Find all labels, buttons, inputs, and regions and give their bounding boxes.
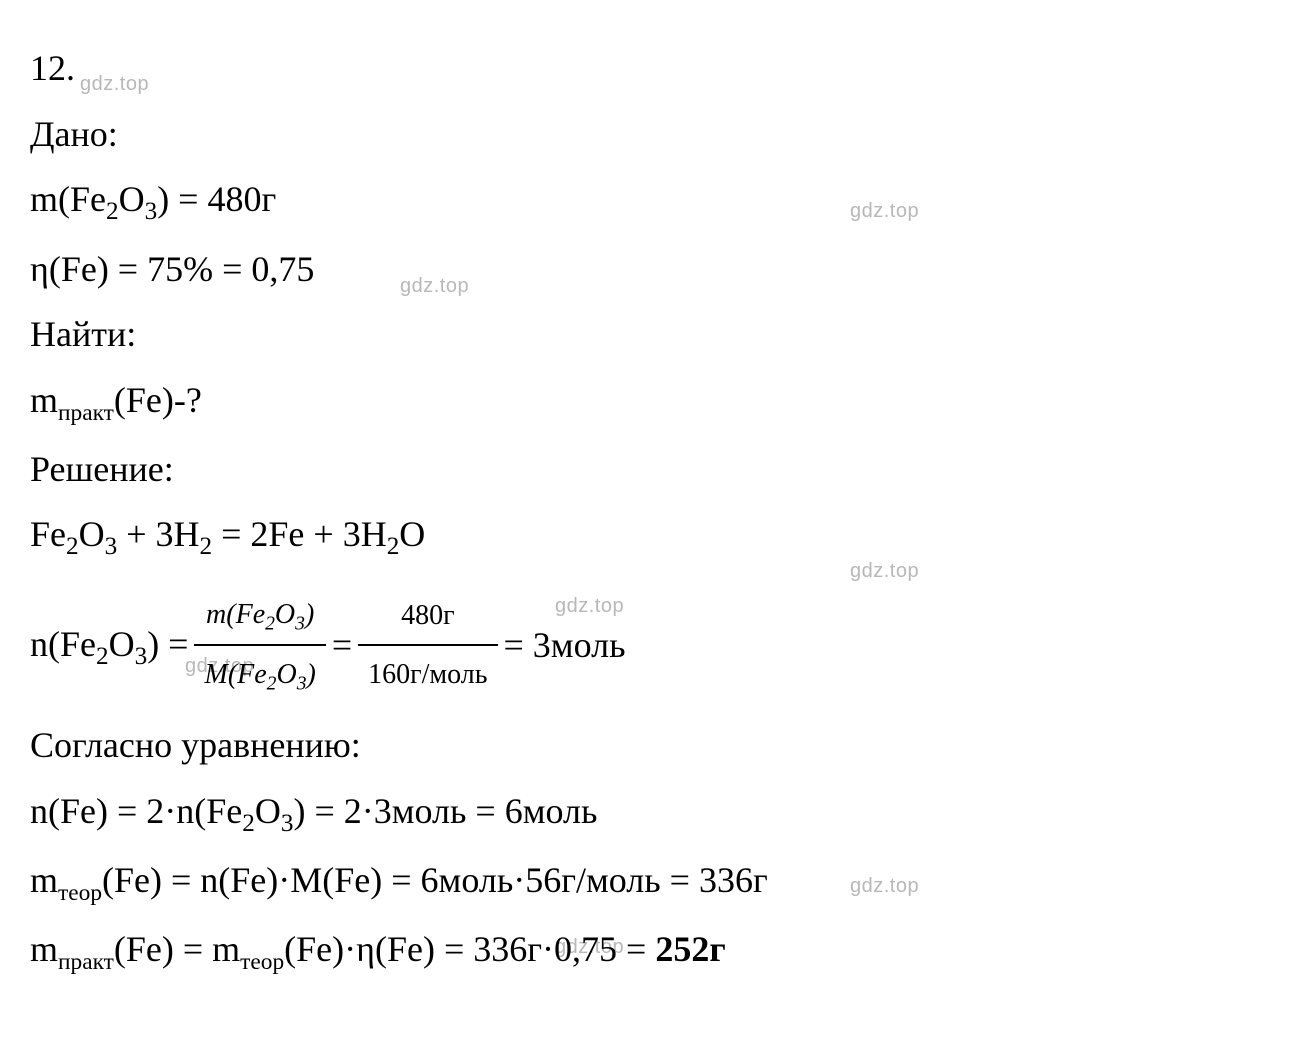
find-value-text: mпракт(Fe)-? bbox=[30, 380, 202, 420]
solution-label: Решение: bbox=[30, 441, 1276, 499]
given-label: Дано: bbox=[30, 106, 1276, 164]
watermark-text: gdz.top bbox=[80, 73, 149, 95]
watermark-text: gdz.top bbox=[400, 275, 469, 297]
moles-calculation-line: n(Fe2O3) = m(Fe2O3) M(Fe2O3) = 480г 160г… bbox=[30, 588, 1276, 704]
equation-line: Fe2O3 + 3H2 = 2Fe + 3H2O bbox=[30, 506, 1276, 568]
fraction-formula: m(Fe2O3) M(Fe2O3) bbox=[194, 588, 325, 704]
problem-number: 12. bbox=[30, 40, 1276, 98]
mass-fe2o3-line: m(Fe2O3) = 480г bbox=[30, 171, 1276, 233]
according-label-text: Согласно уравнению: bbox=[30, 725, 361, 765]
given-label-text: Дано: bbox=[30, 114, 118, 154]
fraction-num-numeric: 480г bbox=[358, 589, 497, 646]
according-label: Согласно уравнению: bbox=[30, 717, 1276, 775]
yield-fe-line: η(Fe) = 75% = 0,75 bbox=[30, 241, 1276, 299]
fraction-num-formula: m(Fe2O3) bbox=[194, 588, 325, 647]
mass-theor-line: mтеор(Fe) = n(Fe)·M(Fe) = 6моль·56г/моль… bbox=[30, 852, 1276, 913]
fraction-numeric: 480г 160г/моль bbox=[358, 589, 497, 701]
yield-fe-text: η(Fe) = 75% = 0,75 bbox=[30, 249, 314, 289]
watermark-text: gdz.top bbox=[850, 560, 919, 582]
mass-pract-prefix-text: mпракт(Fe) = mтеор(Fe)·η(Fe) = 336г·0,75… bbox=[30, 929, 655, 969]
watermark-1: gdz.top bbox=[80, 68, 149, 100]
fraction-den-formula: M(Fe2O3) bbox=[194, 646, 325, 703]
equals-1: = bbox=[332, 611, 352, 679]
moles-fe-text: n(Fe) = 2·n(Fe2O3) = 2·3моль = 6моль bbox=[30, 791, 597, 831]
solution-label-text: Решение: bbox=[30, 449, 174, 489]
find-label: Найти: bbox=[30, 306, 1276, 364]
mass-theor-text: mтеор(Fe) = n(Fe)·M(Fe) = 6моль·56г/моль… bbox=[30, 860, 768, 900]
problem-number-text: 12. bbox=[30, 48, 75, 88]
moles-prefix-text: n(Fe2O3) = bbox=[30, 610, 188, 681]
find-label-text: Найти: bbox=[30, 314, 136, 354]
mass-fe2o3-text: m(Fe2O3) = 480г bbox=[30, 179, 276, 219]
mass-pract-line: mпракт(Fe) = mтеор(Fe)·η(Fe) = 336г·0,75… bbox=[30, 921, 1276, 982]
moles-fe-line: n(Fe) = 2·n(Fe2O3) = 2·3моль = 6моль bbox=[30, 783, 1276, 845]
mass-pract-result-text: 252г bbox=[655, 929, 725, 969]
watermark-3: gdz.top bbox=[400, 270, 469, 302]
moles-result-text: = 3моль bbox=[504, 611, 626, 679]
equation-text: Fe2O3 + 3H2 = 2Fe + 3H2O bbox=[30, 514, 425, 554]
find-value-line: mпракт(Fe)-? bbox=[30, 372, 1276, 433]
watermark-2: gdz.top bbox=[850, 195, 919, 227]
watermark-4: gdz.top bbox=[850, 555, 919, 587]
fraction-den-numeric: 160г/моль bbox=[358, 646, 497, 701]
watermark-text: gdz.top bbox=[850, 200, 919, 222]
